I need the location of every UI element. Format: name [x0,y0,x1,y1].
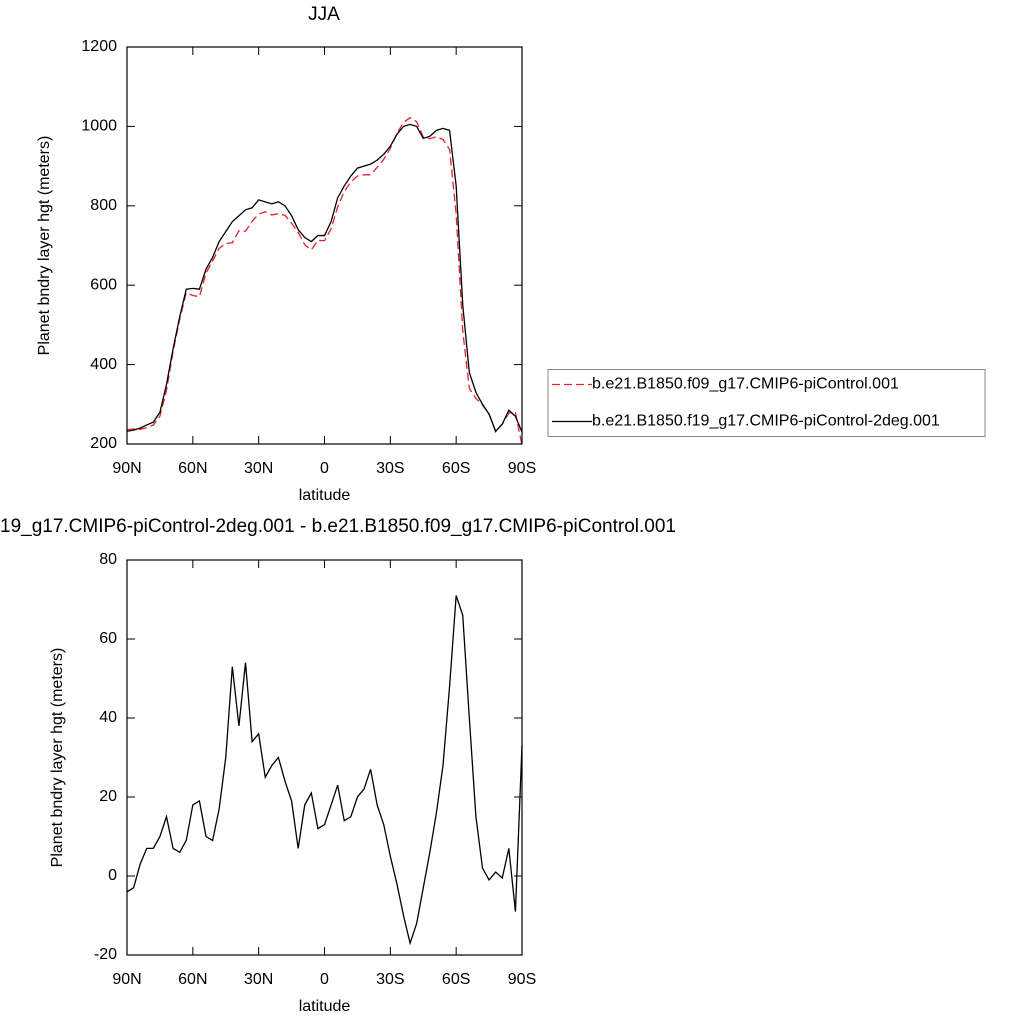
x-tick-label: 0 [320,460,329,477]
x-tick-label: 0 [320,971,329,988]
y-tick-label: 60 [99,630,117,647]
legend [547,369,986,437]
x-tick-label: 30S [376,971,404,988]
x-tick-label: 60N [178,460,207,477]
x-tick-label: 90S [508,460,536,477]
y-tick-label: 600 [90,276,117,293]
y-tick-label: 200 [90,435,117,452]
y-axis-label: Planet bndry layer hgt (meters) [36,136,53,356]
x-tick-label: 90N [112,460,141,477]
chart-title: JJA [308,4,340,25]
x-tick-label: 60N [178,971,207,988]
x-tick-label: 30N [244,971,273,988]
y-tick-label: 40 [99,709,117,726]
plot-frame [126,46,523,445]
x-axis-label: latitude [299,487,351,504]
x-tick-label: 90S [508,971,536,988]
plot-frame [126,559,523,956]
data-line [126,116,523,446]
y-tick-label: 800 [90,197,117,214]
x-tick-label: 60S [442,460,470,477]
y-tick-label: 400 [90,356,117,373]
y-tick-label: 1200 [81,38,117,55]
legend-label: b.e21.B1850.f19_g17.CMIP6-piControl-2deg… [592,413,940,430]
x-axis-label: latitude [299,998,351,1015]
y-tick-label: 80 [99,551,117,568]
y-tick-label: 1000 [81,118,117,135]
data-line [126,123,523,433]
legend-label: b.e21.B1850.f09_g17.CMIP6-piControl.001 [592,376,899,393]
x-tick-label: 30N [244,460,273,477]
y-axis-label: Planet bndry layer hgt (meters) [49,648,66,868]
y-tick-label: -20 [94,946,117,963]
x-tick-label: 30S [376,460,404,477]
x-tick-label: 60S [442,971,470,988]
data-line [126,595,523,946]
y-tick-label: 0 [108,867,117,884]
x-tick-label: 90N [112,971,141,988]
y-tick-label: 20 [99,788,117,805]
chart-title: 19_g17.CMIP6-piControl-2deg.001 - b.e21.… [0,516,676,537]
